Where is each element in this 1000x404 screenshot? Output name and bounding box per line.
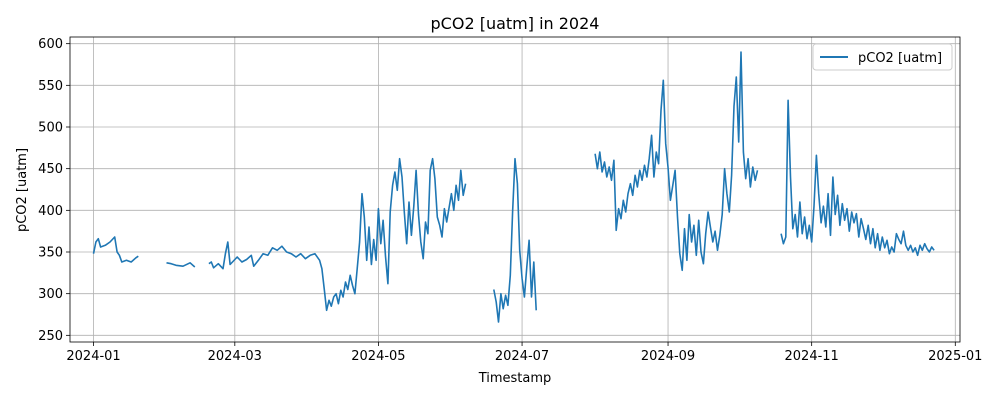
grid — [70, 37, 960, 342]
x-tick-label: 2024-01 — [66, 349, 120, 364]
series-line-segment — [166, 261, 196, 268]
x-tick-label: 2024-05 — [351, 349, 405, 364]
y-tick-label: 400 — [38, 204, 63, 219]
y-axis: 250 300 350 400 450 500 550 600 — [38, 37, 70, 344]
plot-frame — [69, 36, 961, 343]
x-axis-label: Timestamp — [478, 371, 552, 386]
x-tick-label: 2024-03 — [208, 349, 262, 364]
x-tick-label: 2024-09 — [641, 349, 695, 364]
x-axis: 2024-01 2024-03 2024-05 2024-07 2024-09 2024-… — [66, 342, 982, 364]
series-layer — [92, 51, 935, 323]
y-tick-label: 450 — [38, 162, 63, 177]
x-tick-label: 2024-11 — [785, 349, 839, 364]
series-line-segment — [92, 236, 139, 263]
series-line-segment — [594, 51, 759, 272]
series-line-segment — [208, 157, 467, 312]
x-tick-label: 2025-01 — [928, 349, 982, 364]
series-line-segment — [493, 157, 537, 323]
y-tick-label: 600 — [38, 37, 63, 52]
y-tick-label: 550 — [38, 79, 63, 94]
y-tick-label: 350 — [38, 246, 63, 261]
legend-label: pCO2 [uatm] — [858, 51, 942, 66]
x-tick-label: 2024-07 — [495, 349, 549, 364]
legend: pCO2 [uatm] — [812, 43, 953, 71]
y-tick-label: 300 — [38, 287, 63, 302]
y-axis-label: pCO2 [uatm] — [15, 148, 30, 232]
chart-title: pCO2 [uatm] in 2024 — [431, 14, 600, 33]
y-tick-label: 250 — [38, 329, 63, 344]
y-tick-label: 500 — [38, 121, 63, 136]
series-line-segment — [780, 99, 935, 257]
legend-box — [812, 43, 953, 71]
